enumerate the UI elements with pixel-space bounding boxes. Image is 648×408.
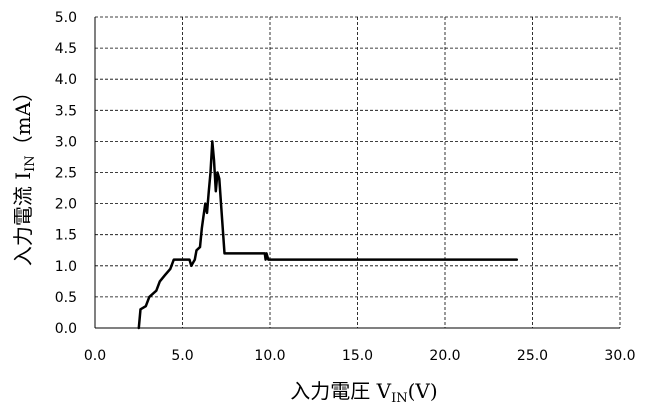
x-tick-label: 10.0 (254, 348, 285, 364)
x-axis-title: 入力電圧 VIN(V) (290, 379, 437, 406)
x-axis-title-subscript: IN (391, 391, 408, 406)
x-axis-title-prefix: 入力電圧 V (290, 379, 391, 403)
x-tick-label: 5.0 (171, 348, 193, 364)
y-tick-label: 0.0 (55, 321, 77, 337)
y-tick-label: 3.0 (55, 134, 77, 150)
y-tick-label: 3.5 (55, 103, 77, 119)
x-axis-title-suffix: (V) (408, 379, 438, 403)
y-tick-label: 1.0 (55, 259, 77, 275)
y-axis-title-suffix: （mA） (11, 82, 35, 155)
series-layer (137, 140, 519, 330)
grid-layer (95, 16, 621, 328)
y-tick-label: 5.0 (55, 10, 77, 26)
axes-layer (94, 17, 620, 329)
x-tick-label: 30.0 (604, 348, 635, 364)
x-tick-label: 15.0 (342, 348, 373, 364)
x-tick-label: 25.0 (517, 348, 548, 364)
y-tick-label: 0.5 (55, 290, 77, 306)
x-tick-label: 0.0 (84, 348, 106, 364)
y-tick-label: 4.5 (55, 41, 77, 57)
tick-labels: 0.0 0.5 1.0 1.5 2.0 2.5 3.0 3.5 4.0 4.5 5.0 0.0 5.0 1… (55, 10, 636, 364)
y-axis-title-prefix: 入力電流 I (11, 172, 35, 266)
y-tick-label: 2.5 (55, 166, 77, 182)
y-axis-title: 入力電流 IIN（mA） (11, 82, 38, 266)
y-axis-title-subscript: IN (23, 155, 38, 172)
y-tick-label: 1.5 (55, 228, 77, 244)
series-line (137, 140, 519, 330)
x-tick-label: 20.0 (429, 348, 460, 364)
y-tick-label: 4.0 (55, 72, 77, 88)
y-tick-label: 2.0 (55, 197, 77, 213)
